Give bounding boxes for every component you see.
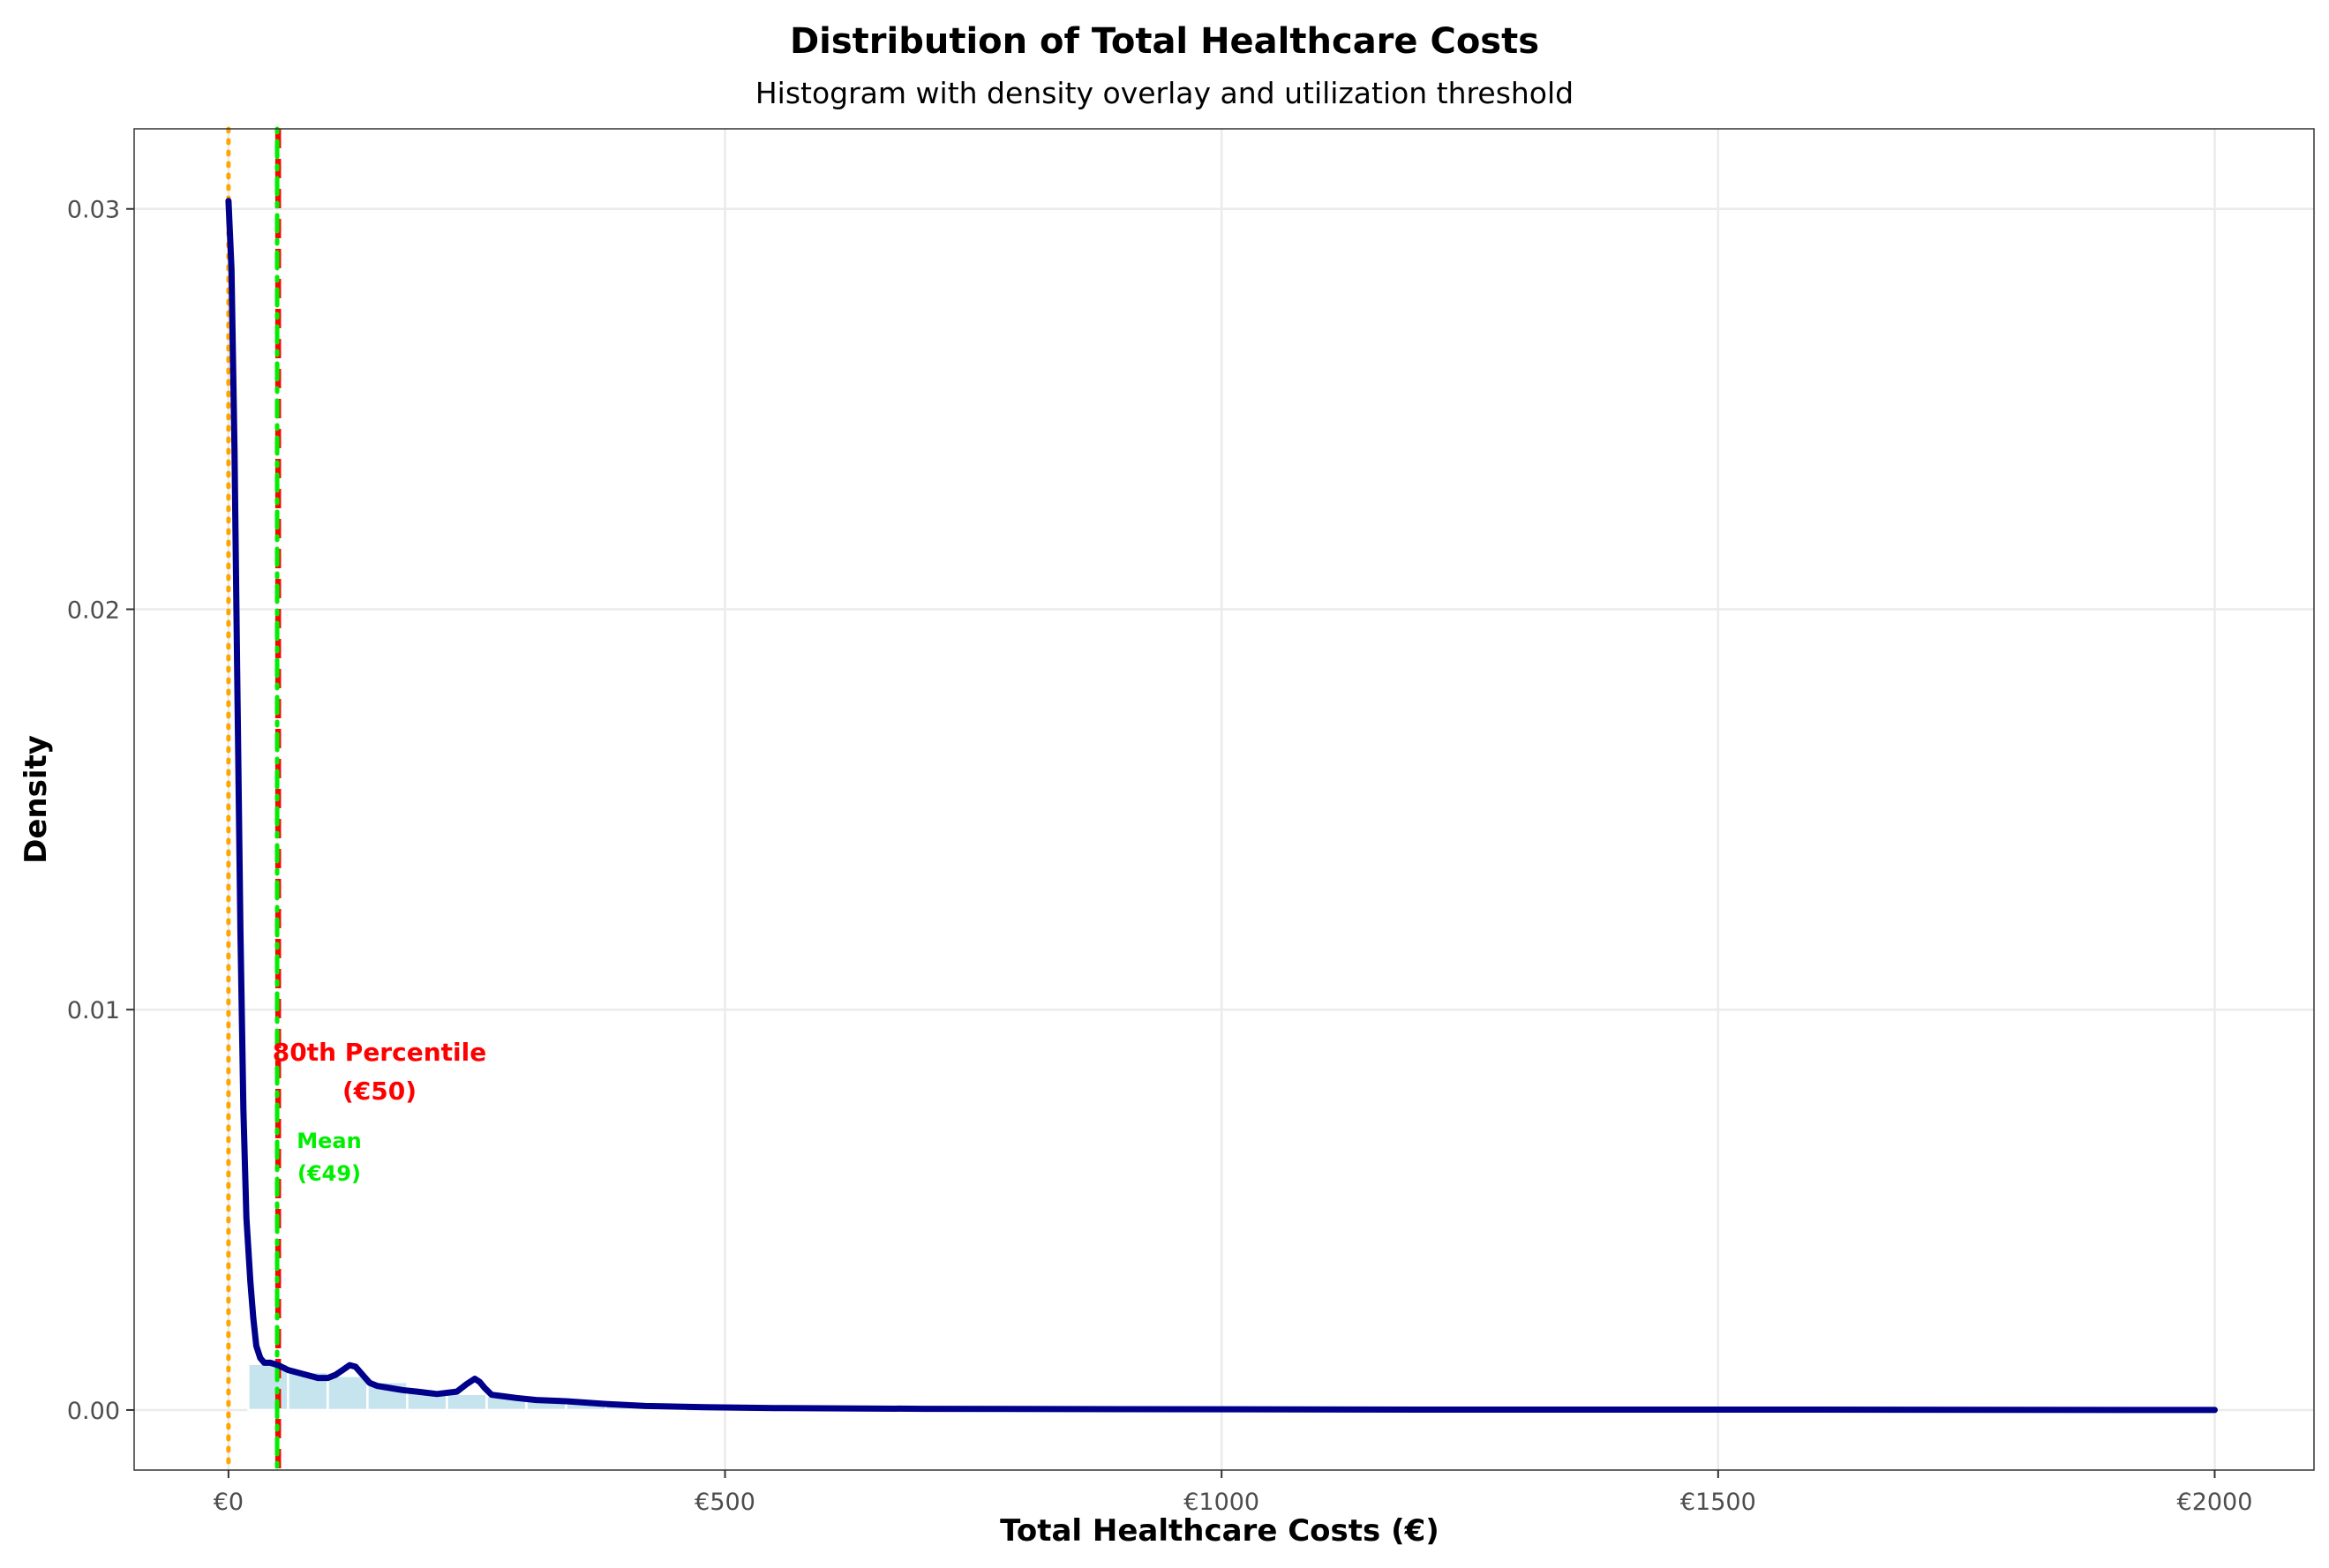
x-tick-label: €500 <box>695 1489 755 1516</box>
grid-lines <box>134 129 2314 1470</box>
x-tick-label: €2000 <box>2177 1489 2253 1516</box>
y-tick-label: 0.02 <box>67 596 120 624</box>
plot-panel-border <box>133 128 2315 1471</box>
y-tick-label: 0.03 <box>67 197 120 224</box>
density-curve-layer <box>225 198 2218 1414</box>
histogram-bar <box>247 1362 289 1412</box>
mean-annotation-line1: Mean <box>297 1129 361 1153</box>
p80-annotation-line2: (€50) <box>342 1077 417 1106</box>
density-curve <box>225 198 2218 1414</box>
p80-annotation-line1: 80th Percentile <box>273 1038 486 1067</box>
x-tick-label: €1500 <box>1680 1489 1756 1516</box>
y-tick-label: 0.01 <box>67 997 120 1024</box>
y-tick-label: 0.00 <box>67 1398 120 1425</box>
chart-subtitle: Histogram with density overlay and utili… <box>755 76 1574 110</box>
histogram-bar <box>327 1375 369 1412</box>
x-axis-title: Total Healthcare Costs (€) <box>1000 1513 1439 1549</box>
x-tick-label: €0 <box>214 1489 244 1516</box>
histogram-bars <box>247 1362 687 1412</box>
histogram-bar <box>446 1392 488 1412</box>
axis-ticks: €0 €500 €1000 €1500 €2000 0.00 0.01 0.02 0.03 <box>67 197 2253 1516</box>
y-axis-title: Density <box>19 735 54 864</box>
chart-title: Distribution of Total Healthcare Costs <box>789 21 1540 62</box>
reference-lines <box>226 126 282 1473</box>
x-tick-label: €1000 <box>1183 1489 1259 1516</box>
mean-annotation-line2: (€49) <box>297 1161 361 1186</box>
